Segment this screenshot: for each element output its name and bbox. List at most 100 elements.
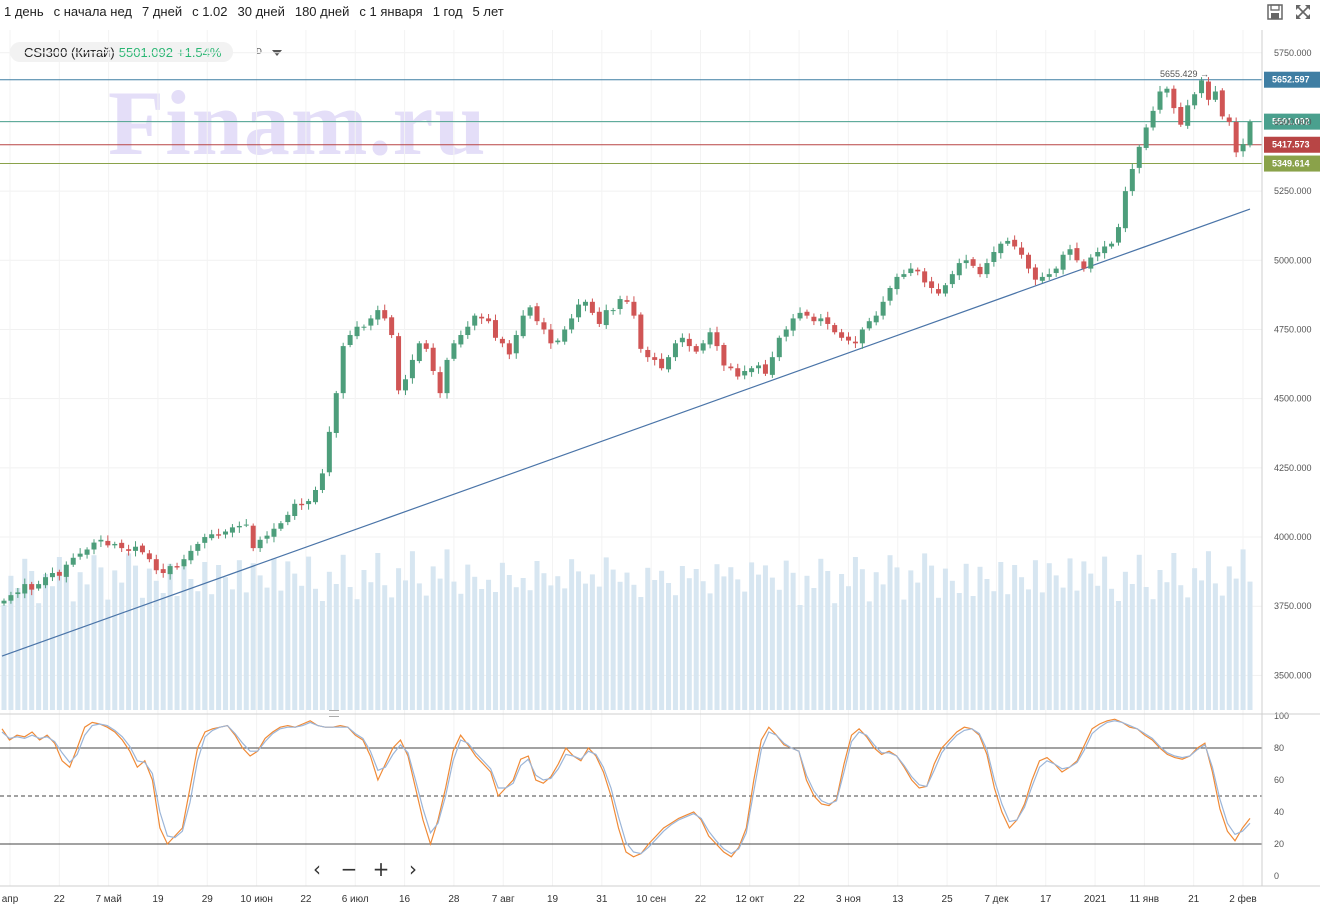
level-badge [1264, 71, 1320, 88]
volume-bar [91, 555, 97, 710]
volume-bar [915, 582, 921, 710]
candle-body [257, 539, 263, 549]
period-button-3[interactable]: с 1.02 [192, 4, 228, 19]
stochastic-panel: 100 80 60 40 20 0 [0, 711, 1289, 881]
time-tick-label: 22 [794, 894, 806, 905]
volume-bar [430, 566, 436, 710]
candle-body [181, 559, 187, 567]
volume-bar [126, 553, 132, 710]
period-button-1[interactable]: с начала нед [53, 4, 132, 19]
candle-body [783, 329, 789, 337]
volume-bar [285, 561, 291, 710]
candle-body [603, 310, 609, 326]
candle-body [901, 274, 907, 277]
volume-bar [846, 586, 852, 710]
period-button-0[interactable]: 1 день [4, 4, 44, 19]
candle-body [866, 321, 872, 329]
period-button-5[interactable]: 180 дней [294, 4, 350, 19]
period-selector: 1 день с начала нед 7 дней с 1.02 30 дней 180… [4, 4, 509, 20]
period-button-7[interactable]: 1 год [432, 4, 463, 19]
time-tick-label: 6 июл [342, 894, 369, 905]
volume-bar [1032, 560, 1038, 710]
time-tick-label: апр [2, 894, 19, 905]
period-button-6[interactable]: с 1 января [359, 4, 423, 19]
volume-bar [188, 579, 194, 710]
volume-bar [423, 595, 429, 710]
candle-body [1046, 274, 1052, 277]
candle-body [271, 528, 277, 537]
candle-body [1005, 240, 1011, 244]
volume-bar [444, 549, 450, 710]
volume-bar [942, 568, 948, 710]
candle-body [1226, 117, 1232, 122]
candle-body [839, 332, 845, 338]
candle-body [589, 301, 595, 313]
save-icon[interactable] [1266, 3, 1284, 21]
candle-body [721, 344, 727, 366]
candle-body [949, 274, 955, 285]
candle-body [1178, 106, 1184, 125]
time-tick-label: 2021 [1084, 894, 1107, 905]
candle-body [686, 338, 692, 347]
volume-bar [922, 553, 928, 710]
panel-splitter[interactable] [329, 710, 339, 717]
volume-bar [1060, 587, 1066, 710]
candle-body [479, 316, 485, 319]
candle-body [880, 301, 886, 316]
period-button-8[interactable]: 5 лет [472, 4, 504, 19]
candle-body [797, 312, 803, 319]
volume-bar [319, 601, 325, 710]
period-button-4[interactable]: 30 дней [237, 4, 285, 19]
volume-bar [929, 565, 935, 710]
candle-body [354, 326, 360, 337]
volume-bar [112, 570, 118, 710]
high-annotation: 5655.429 → [1160, 69, 1209, 79]
candle-body [430, 347, 436, 371]
price-tick-label: 5000.000 [1274, 255, 1312, 265]
zoom-in-button[interactable]: + [372, 857, 390, 881]
volume-bar [306, 556, 312, 710]
volume-bar [589, 574, 595, 710]
candle-body [1192, 94, 1198, 106]
candle-body [852, 341, 858, 344]
level-badge [1264, 113, 1320, 130]
candle-body [91, 542, 97, 550]
volume-bar [29, 571, 35, 710]
candle-body [1157, 91, 1163, 110]
volume-bar [1115, 601, 1121, 710]
candle-body [1150, 110, 1156, 128]
candle-body [236, 525, 242, 528]
volume-bar [437, 578, 443, 710]
volume-bar [873, 572, 879, 710]
volume-bar [146, 568, 152, 710]
candle-body [915, 269, 921, 272]
expand-icon[interactable] [1294, 3, 1312, 21]
scroll-right-button[interactable]: › [409, 857, 417, 881]
volume-bar [340, 554, 346, 710]
candle-body [70, 557, 76, 565]
grid [0, 30, 1262, 886]
candle-body [624, 300, 630, 302]
candle-body [956, 263, 962, 276]
candle-body [749, 368, 755, 373]
volume-bar [181, 566, 187, 710]
period-button-2[interactable]: 7 дней [141, 4, 183, 19]
time-tick-label: 17 [1040, 894, 1052, 905]
candle-body [804, 311, 810, 316]
candle-body [977, 266, 983, 275]
candle-body [105, 540, 111, 546]
candle-body [666, 357, 672, 370]
candle-body [326, 431, 332, 473]
candle-body [285, 514, 291, 523]
volume-bar [167, 563, 173, 710]
ticker-price: 5501.092 [118, 44, 173, 60]
candle-body [1067, 249, 1073, 255]
scroll-left-button[interactable]: ‹ [313, 857, 321, 881]
candle-body [714, 332, 720, 347]
volume-bar [43, 574, 49, 710]
candle-body [659, 358, 665, 369]
volume-bar [603, 557, 609, 710]
volume-bar [292, 573, 298, 710]
zoom-out-button[interactable]: − [340, 857, 358, 881]
